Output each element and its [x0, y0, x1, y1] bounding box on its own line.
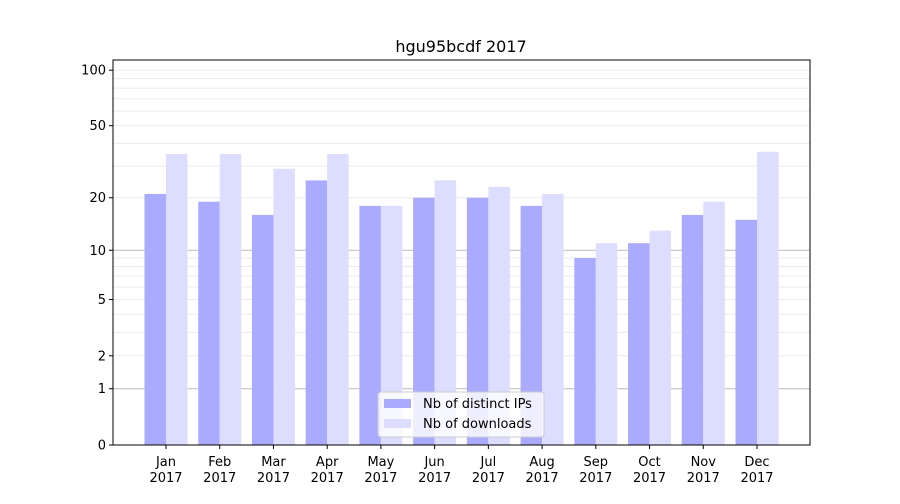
- y-tick-label: 100: [81, 64, 106, 79]
- legend-box: [377, 391, 545, 438]
- y-tick-label: 20: [89, 191, 106, 206]
- y-tick-label: 5: [98, 293, 106, 308]
- legend-swatch: [384, 399, 411, 408]
- bar-downloads: [380, 205, 403, 445]
- bar-downloads: [273, 168, 295, 445]
- bar-downloads: [542, 193, 564, 445]
- bar-downloads: [649, 230, 672, 445]
- bar-ips: [413, 197, 435, 445]
- x-tick-label: Mar 2017: [257, 455, 290, 486]
- bar-ips: [251, 214, 274, 445]
- bar-ips: [681, 214, 704, 445]
- x-tick-label: Nov 2017: [687, 455, 720, 486]
- y-tick-label: 1: [98, 382, 106, 397]
- x-tick-label: Jun 2017: [418, 455, 451, 486]
- bar-ips: [198, 201, 220, 445]
- bar-ips: [520, 205, 543, 445]
- bar-downloads: [703, 201, 725, 445]
- x-tick-label: Oct 2017: [633, 455, 666, 486]
- x-tick-label: Sep 2017: [579, 455, 612, 486]
- bar-ips: [144, 193, 166, 445]
- bar-downloads: [595, 243, 618, 445]
- bar-downloads: [219, 153, 242, 446]
- legend-swatch: [384, 419, 411, 428]
- bar-ips: [735, 219, 757, 445]
- bar-downloads: [166, 153, 188, 446]
- x-tick-label: Dec 2017: [740, 455, 773, 486]
- legend-label: Nb of downloads: [423, 417, 532, 432]
- bar-downloads: [327, 153, 349, 446]
- bar-ips: [574, 257, 596, 445]
- x-tick-label: Jan 2017: [149, 455, 182, 486]
- bar-ips: [466, 197, 489, 445]
- bar-ips: [628, 243, 650, 445]
- x-tick-label: Apr 2017: [311, 455, 344, 486]
- bar-ips: [359, 205, 381, 445]
- legend: Nb of distinct IPs Nb of downloads: [377, 391, 545, 438]
- x-tick-label: Jul 2017: [472, 455, 505, 486]
- bar-downloads: [488, 186, 510, 445]
- chart-title: hgu95bcdf 2017: [395, 37, 526, 56]
- x-tick-label: May 2017: [364, 455, 397, 486]
- x-tick-label: Aug 2017: [526, 455, 559, 486]
- x-tick-label: Feb 2017: [203, 455, 236, 486]
- y-tick-label: 50: [89, 119, 106, 134]
- bar-downloads: [757, 151, 779, 445]
- plot-frame: [112, 59, 811, 446]
- bar-ips: [305, 180, 328, 446]
- y-tick-label: 2: [98, 349, 106, 364]
- legend-label: Nb of distinct IPs: [423, 397, 532, 412]
- y-tick-label: 0: [98, 439, 106, 454]
- y-tick-label: 10: [89, 244, 106, 259]
- bar-downloads: [434, 180, 457, 446]
